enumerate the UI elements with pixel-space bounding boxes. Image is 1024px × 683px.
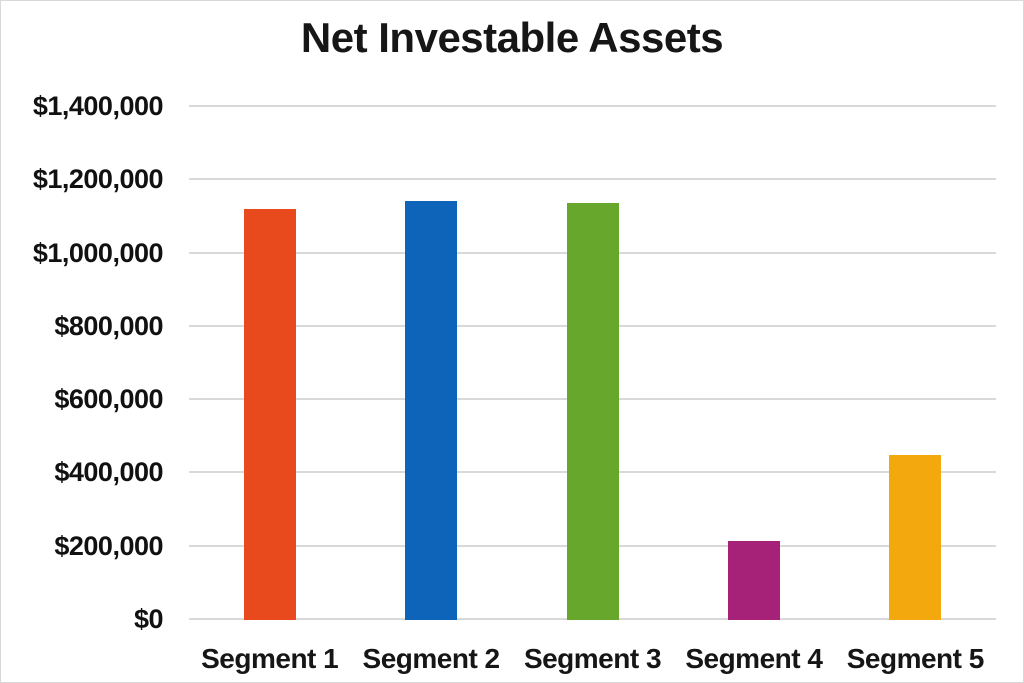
- x-axis-tick-label: Segment 3: [523, 643, 662, 674]
- y-axis-tick-label: $800,000: [54, 310, 163, 341]
- y-axis-tick-label: $600,000: [54, 384, 163, 415]
- x-axis-tick-label: Segment 5: [846, 643, 985, 674]
- bar-segment-5: [889, 455, 942, 620]
- x-axis-tick-label: Segment 1: [201, 643, 339, 674]
- y-axis-tick-label: $400,000: [54, 457, 163, 488]
- x-axis-tick-label: Segment 4: [685, 643, 823, 674]
- y-axis-tick-label: $1,000,000: [32, 237, 164, 268]
- bar-segment-2: [405, 201, 458, 620]
- x-axis-tick-label: Segment 2: [362, 643, 501, 674]
- y-axis-tick-label: $200,000: [54, 530, 163, 561]
- gridline: [189, 178, 996, 181]
- chart-title: Net Investable Assets: [300, 14, 724, 61]
- y-axis-tick-label: $0: [133, 604, 164, 634]
- bar-segment-3: [566, 203, 619, 620]
- bar-segment-4: [727, 540, 780, 620]
- y-axis-tick-label: $1,200,000: [32, 164, 164, 195]
- gridline: [189, 105, 996, 107]
- y-axis-tick-label: $1,400,000: [32, 91, 164, 121]
- bar-segment-1: [243, 208, 296, 620]
